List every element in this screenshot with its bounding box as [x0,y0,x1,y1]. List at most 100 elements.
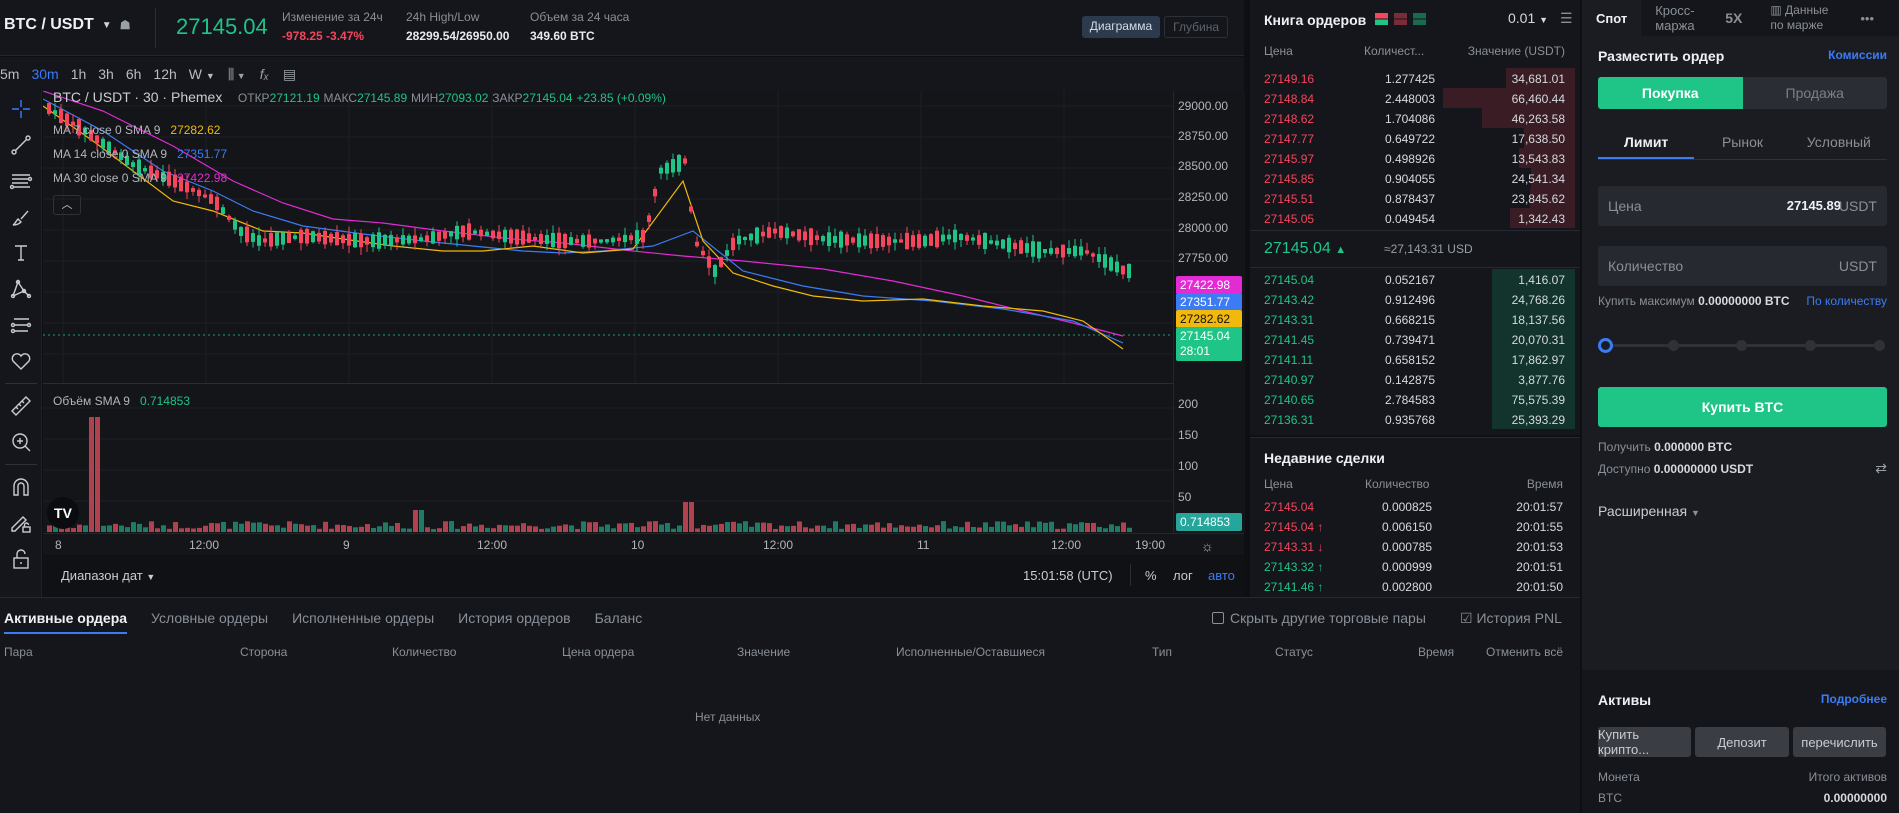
assets-more-link[interactable]: Подробнее [1820,692,1887,706]
ask-row[interactable]: 27145.97 0.498926 13,543.83 [1250,148,1580,168]
ruler-tool[interactable] [0,388,42,424]
text-tool[interactable] [0,235,42,271]
ask-row[interactable]: 27148.84 2.448003 66,460.44 [1250,88,1580,108]
by-quantity-link[interactable]: По количеству [1806,294,1887,308]
ma30-legend[interactable]: MA 30 close 0 SMA 9 27422.98 [53,171,227,185]
buy-btc-button[interactable]: Купить BTC [1598,387,1887,427]
bid-row[interactable]: 27143.42 0.912496 24,768.26 [1250,289,1580,309]
tab-balance[interactable]: Баланс [594,610,643,626]
timeframe-6h[interactable]: 6h [125,66,142,82]
sell-tab[interactable]: Продажа [1785,85,1844,101]
lock-drawings-tool[interactable] [0,505,42,541]
deposit-button[interactable]: Депозит [1695,727,1789,757]
bid-row[interactable]: 27140.65 2.784583 75,575.39 [1250,389,1580,409]
bid-row[interactable]: 27143.31 0.668215 18,137.56 [1250,309,1580,329]
buy-crypto-button[interactable]: Купить крипто... [1598,727,1691,757]
timeframe-30m[interactable]: 30m [31,66,59,82]
zoom-tool[interactable] [0,424,42,460]
bid-row[interactable]: 27141.45 0.739471 20,070.31 [1250,329,1580,349]
fx-icon[interactable]: fₓ [259,66,269,82]
bid-row[interactable]: 27141.11 0.658152 17,862.97 [1250,349,1580,369]
collapse-legend-button[interactable]: ︿ [53,195,81,215]
timeframe-1h[interactable]: 1h [70,66,87,82]
ask-row[interactable]: 27145.05 0.049454 1,342.43 [1250,208,1580,228]
price-input[interactable]: Цена 27145.89 USDT [1598,186,1887,226]
more-icon[interactable]: ••• [1860,10,1875,26]
crosshair-tool[interactable] [0,91,42,127]
slider-step[interactable] [1668,340,1679,351]
fib-tool[interactable] [0,307,42,343]
pair-selector[interactable]: BTC / USDT ▼ ☗ [4,16,130,34]
chart-view-button[interactable]: Диаграмма [1081,16,1161,38]
depth-view-button[interactable]: Глубина [1164,16,1228,38]
ma14-legend[interactable]: MA 14 close 0 SMA 9 27351.77 [53,147,227,161]
date-range-button[interactable]: Диапазон дат ▼ [61,568,155,583]
timeframe-3h[interactable]: 3h [98,66,114,82]
chart-icon: ▥ [1770,3,1786,17]
fees-link[interactable]: Комиссии [1828,48,1887,62]
slider-step[interactable] [1736,340,1747,351]
mode-bids-icon[interactable] [1413,13,1426,25]
mode-asks-icon[interactable] [1394,13,1407,25]
lock-tool[interactable] [0,541,42,577]
horizontal-lines-tool[interactable] [0,163,42,199]
log-scale-toggle[interactable]: лог [1173,568,1193,583]
price-step-select[interactable]: 0.01 ▼ [1508,10,1548,26]
pattern-tool[interactable] [0,271,42,307]
ask-row[interactable]: 27147.77 0.649722 17,638.50 [1250,128,1580,148]
slider-step[interactable] [1805,340,1816,351]
tab-market[interactable]: Рынок [1721,134,1764,150]
bid-row[interactable]: 27136.31 0.935768 25,393.29 [1250,409,1580,429]
highlow-label: 24h High/Low [406,10,480,24]
hide-other-pairs-checkbox[interactable]: Скрыть другие торговые пары [1212,610,1426,626]
time-axis[interactable]: 8 12:00 9 12:00 10 12:00 11 12:00 19:00 … [43,533,1244,555]
price-chart[interactable]: BTC / USDT · 30 · Phemex ОТКР27121.19 МА… [43,89,1173,383]
candles-icon[interactable]: ⫼ ▼ [227,65,246,82]
info-hat-icon[interactable]: ☗ [119,18,131,32]
transfer-icon[interactable]: ⇄ [1875,460,1887,476]
quantity-input[interactable]: Количество USDT [1598,246,1887,286]
axis-settings-icon[interactable]: ☼ [1201,538,1214,554]
tab-conditional-orders[interactable]: Условные ордеры [151,610,269,626]
list-icon[interactable]: ▤ [282,65,297,82]
menu-icon[interactable]: ☰ [1560,10,1573,26]
timeframe-week[interactable]: W ▼ [183,66,221,82]
leverage-5x[interactable]: 5X [1725,9,1743,26]
pnl-history-link[interactable]: ☑ История PNL [1460,610,1562,627]
ma7-legend[interactable]: MA 7 close 0 SMA 9 27282.62 [53,123,220,137]
ask-row[interactable]: 27145.85 0.904055 24,541.34 [1250,168,1580,188]
tab-conditional[interactable]: Условный [1806,134,1871,150]
slider-handle[interactable] [1598,338,1613,353]
buy-tab[interactable]: Покупка [1598,77,1743,109]
price-axis[interactable]: 29000.00 28750.00 28500.00 28250.00 2800… [1173,91,1245,533]
magnet-tool[interactable] [0,469,42,505]
bid-row[interactable]: 27145.04 0.052167 1,416.07 [1250,269,1580,289]
ask-row[interactable]: 27149.16 1.277425 34,681.01 [1250,68,1580,88]
volume-pane[interactable]: Объём SMA 9 0.714853 TV [43,383,1173,533]
tab-spot[interactable]: Спот [1582,0,1642,36]
percent-scale-toggle[interactable]: % [1145,568,1157,583]
tab-margin-data[interactable]: ▥ Данные по марже [1756,3,1846,33]
tab-order-history[interactable]: История ордеров [458,610,571,626]
tab-active-orders[interactable]: Активные ордера [4,610,128,634]
mode-both-icon[interactable] [1375,13,1388,25]
timeframe-12h[interactable]: 12h [153,66,177,82]
tab-cross-margin[interactable]: Кросс-маржа [1655,3,1695,33]
bid-row[interactable]: 27140.97 0.142875 3,877.76 [1250,369,1580,389]
tradingview-logo[interactable]: TV [47,497,79,529]
tab-limit[interactable]: Лимит [1598,130,1695,159]
trendline-tool[interactable] [0,127,42,163]
ask-row[interactable]: 27145.51 0.878437 23,845.62 [1250,188,1580,208]
amount-slider[interactable] [1598,336,1887,354]
brush-tool[interactable] [0,199,42,235]
auto-scale-toggle[interactable]: авто [1208,568,1235,583]
favorites-tool[interactable] [0,343,42,379]
transfer-button[interactable]: перечислить [1793,727,1886,757]
cancel-all-button[interactable]: Отменить всё [1486,645,1564,659]
advanced-toggle[interactable]: Расширенная ▼ [1598,503,1700,519]
utc-clock[interactable]: 15:01:58 (UTC) [1023,568,1113,583]
ask-row[interactable]: 27148.62 1.704086 46,263.58 [1250,108,1580,128]
slider-step[interactable] [1874,340,1885,351]
tab-filled-orders[interactable]: Исполненные ордеры [292,610,435,626]
timeframe-5m[interactable]: 5m [0,66,20,82]
